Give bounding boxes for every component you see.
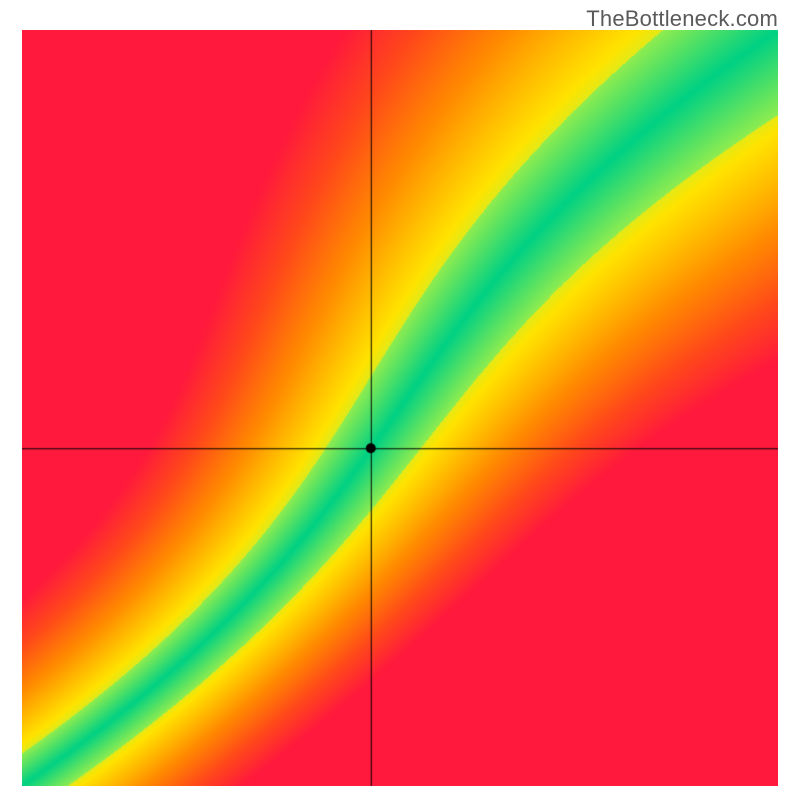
chart-container: TheBottleneck.com: [0, 0, 800, 800]
heatmap-plot: [22, 30, 778, 786]
watermark-text: TheBottleneck.com: [586, 6, 778, 32]
heatmap-canvas: [22, 30, 778, 786]
